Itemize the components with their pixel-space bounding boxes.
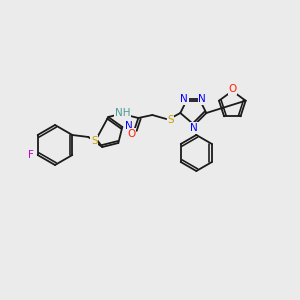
Text: NH: NH [115,108,130,118]
Text: O: O [127,129,135,139]
Text: O: O [228,84,236,94]
Text: N: N [198,94,206,104]
Text: F: F [28,150,34,160]
Text: N: N [180,94,188,104]
Text: S: S [91,136,98,146]
Text: S: S [167,115,174,125]
Text: N: N [125,121,133,131]
Text: N: N [190,123,198,133]
